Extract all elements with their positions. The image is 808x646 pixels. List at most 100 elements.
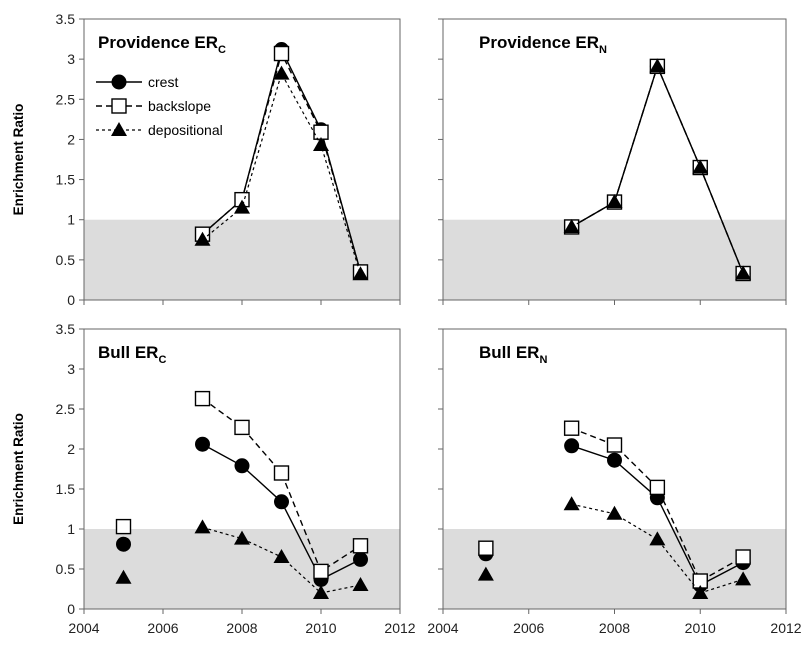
point-backslope [478,540,494,556]
y-tick-label: 0 [67,292,75,308]
point-depositional [194,231,211,246]
y-tick-label: 2.5 [56,401,76,417]
legend-marker-backslope [111,98,127,114]
y-tick-label: 3.5 [56,321,76,337]
x-tick-label: 2012 [770,620,801,636]
point-backslope [234,419,250,436]
y-tick-label: 0.5 [56,561,76,577]
point-backslope [352,538,369,554]
point-backslope [273,45,290,62]
point-crest [274,494,289,510]
y-tick-label: 2 [67,131,75,147]
point-depositional [606,194,623,209]
point-depositional [735,265,752,280]
point-depositional [273,65,290,80]
point-backslope [606,437,623,453]
point-crest [195,436,210,452]
series-depositional [563,58,752,280]
point-backslope [115,518,132,535]
y-tick-label: 1 [67,212,75,228]
x-tick-label: 2012 [384,620,415,636]
point-depositional [606,505,623,520]
y-tick-label: 2 [67,441,75,457]
x-tick-label: 2006 [147,620,178,636]
panel-3: 0 0.5 1 1.5 2 2.5 3 3.5 2004 2006 2008 2010 2012 Bull… [56,321,416,636]
x-tick-label: 2008 [599,620,630,636]
series-backslope [115,390,369,580]
panel-title-subscript: N [599,44,607,56]
shaded-band [443,219,786,300]
point-crest [116,536,131,552]
panel-title-subscript: C [218,44,226,56]
y-tick-label: 3.5 [56,11,76,27]
shaded-band [84,219,400,300]
point-depositional [735,571,752,586]
point-crest [234,458,250,474]
point-depositional [115,569,132,584]
legend-label-crest: crest [148,74,178,90]
panel-4: 2004 2006 2008 2010 2012 Bull ERN [427,328,802,636]
panel-title-main: Providence ER [98,33,218,52]
y-tick-label: 2.5 [56,91,76,107]
y-axis-title: Enrichment Ratio [11,104,26,216]
panel-title-subscript: N [539,354,547,366]
panel-title: Providence ERN [479,33,607,56]
panel-1: 0 0.5 1 1.5 2 2.5 3 3.5 Providence ERC [56,11,401,308]
legend-marker-depositional [111,122,127,136]
point-backslope [735,549,751,565]
point-depositional [352,266,369,281]
panel-title: Bull ERN [479,343,547,366]
point-depositional [563,218,580,233]
point-depositional [649,58,666,73]
y-tick-label: 0 [67,601,75,617]
panel-title-main: Providence ER [479,33,599,52]
point-depositional [563,496,580,511]
y-tick-label: 1.5 [56,481,76,497]
panel-title-subscript: C [158,354,166,366]
point-depositional [313,137,329,152]
point-backslope [649,479,666,496]
series-depositional [115,519,369,599]
legend: crest backslope depositional [96,74,223,138]
point-crest [607,452,622,468]
series-depositional [194,65,369,281]
legend-marker-crest [111,74,127,90]
point-backslope [563,420,580,436]
x-tick-label: 2004 [427,620,458,636]
panel-title-main: Bull ER [98,343,158,362]
point-depositional [692,159,709,174]
point-depositional [234,530,250,545]
panel-title: Providence ERC [98,33,226,56]
panel-title: Bull ERC [98,343,166,366]
series-backslope [478,420,751,589]
y-axis-title: Enrichment Ratio [11,413,26,525]
y-tick-label: 1.5 [56,172,76,188]
panel-2: Providence ERN [438,18,787,305]
y-tick-label: 3 [67,51,75,67]
y-tick-label: 3 [67,361,75,377]
panel-title-main: Bull ER [479,343,539,362]
point-backslope [194,390,211,407]
point-depositional [194,519,211,534]
x-tick-label: 2004 [68,620,99,636]
series-crest [116,436,368,587]
point-depositional [313,585,329,599]
x-tick-label: 2008 [226,620,257,636]
point-backslope [273,465,290,481]
point-crest [353,551,368,567]
shaded-band [443,529,786,609]
point-depositional [477,566,494,581]
point-depositional [352,577,369,591]
point-depositional [273,549,290,563]
y-tick-label: 0.5 [56,252,76,268]
point-crest [564,438,580,454]
point-backslope [313,563,329,580]
x-tick-label: 2010 [685,620,716,636]
point-depositional [692,585,709,599]
legend-label-depositional: depositional [148,122,223,138]
series-line-backslope [202,398,361,573]
series-line-backslope [571,427,744,582]
point-depositional [234,199,250,214]
series-depositional [477,496,752,599]
